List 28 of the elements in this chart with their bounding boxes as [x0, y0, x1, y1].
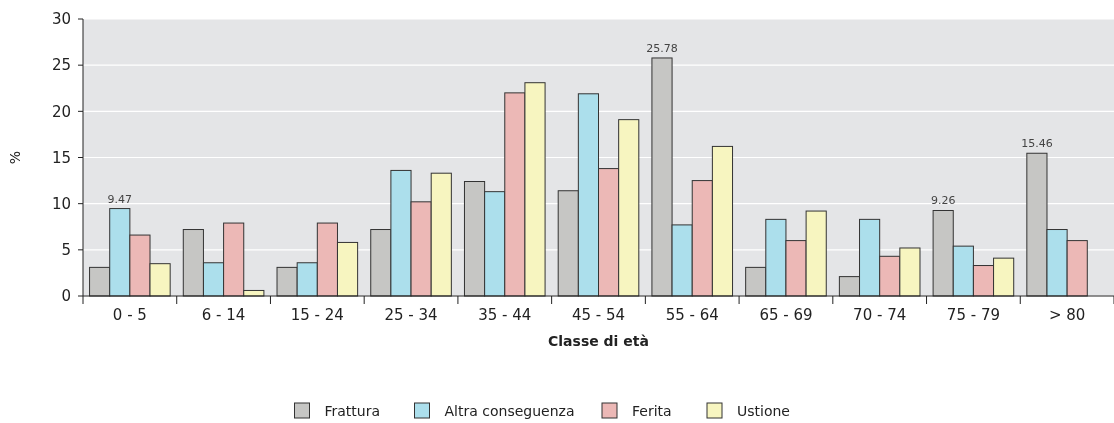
x-tick-label: 45 - 54	[571, 306, 626, 324]
legend-label: Frattura	[324, 403, 381, 419]
y-tick-label: 15	[51, 148, 71, 167]
data-label: 15.46	[1021, 137, 1053, 151]
x-tick-label: 0 - 5	[112, 306, 147, 324]
data-label: 25.78	[646, 41, 678, 55]
y-tick-label: 30	[51, 10, 71, 29]
data-label: 9.47	[107, 192, 133, 206]
data-label: 9.26	[930, 194, 956, 208]
legend-label: Ferita	[632, 403, 672, 419]
legend-label: Ustione	[737, 403, 790, 419]
legend-label: Altra conseguenza	[444, 403, 575, 419]
y-tick-label: 0	[61, 287, 71, 306]
x-tick-label: 35 - 44	[478, 306, 532, 324]
y-tick-label: 5	[61, 241, 71, 260]
y-axis-title: %	[7, 150, 23, 165]
x-tick-label: 55 - 64	[665, 306, 719, 324]
y-tick-label: 25	[51, 56, 71, 75]
y-tick-label: 20	[51, 102, 71, 121]
x-tick-label: 65 - 69	[759, 306, 813, 324]
x-tick-label: > 80	[1048, 306, 1086, 324]
x-tick-label: 75 - 79	[946, 306, 1000, 324]
x-tick-label: 15 - 24	[290, 306, 344, 324]
x-axis-title: Classe di età	[548, 333, 649, 349]
y-tick-label: 10	[51, 194, 71, 213]
x-tick-label: 70 - 74	[853, 306, 907, 324]
x-tick-label: 6 - 14	[201, 306, 246, 324]
x-tick-label: 25 - 34	[384, 306, 438, 324]
